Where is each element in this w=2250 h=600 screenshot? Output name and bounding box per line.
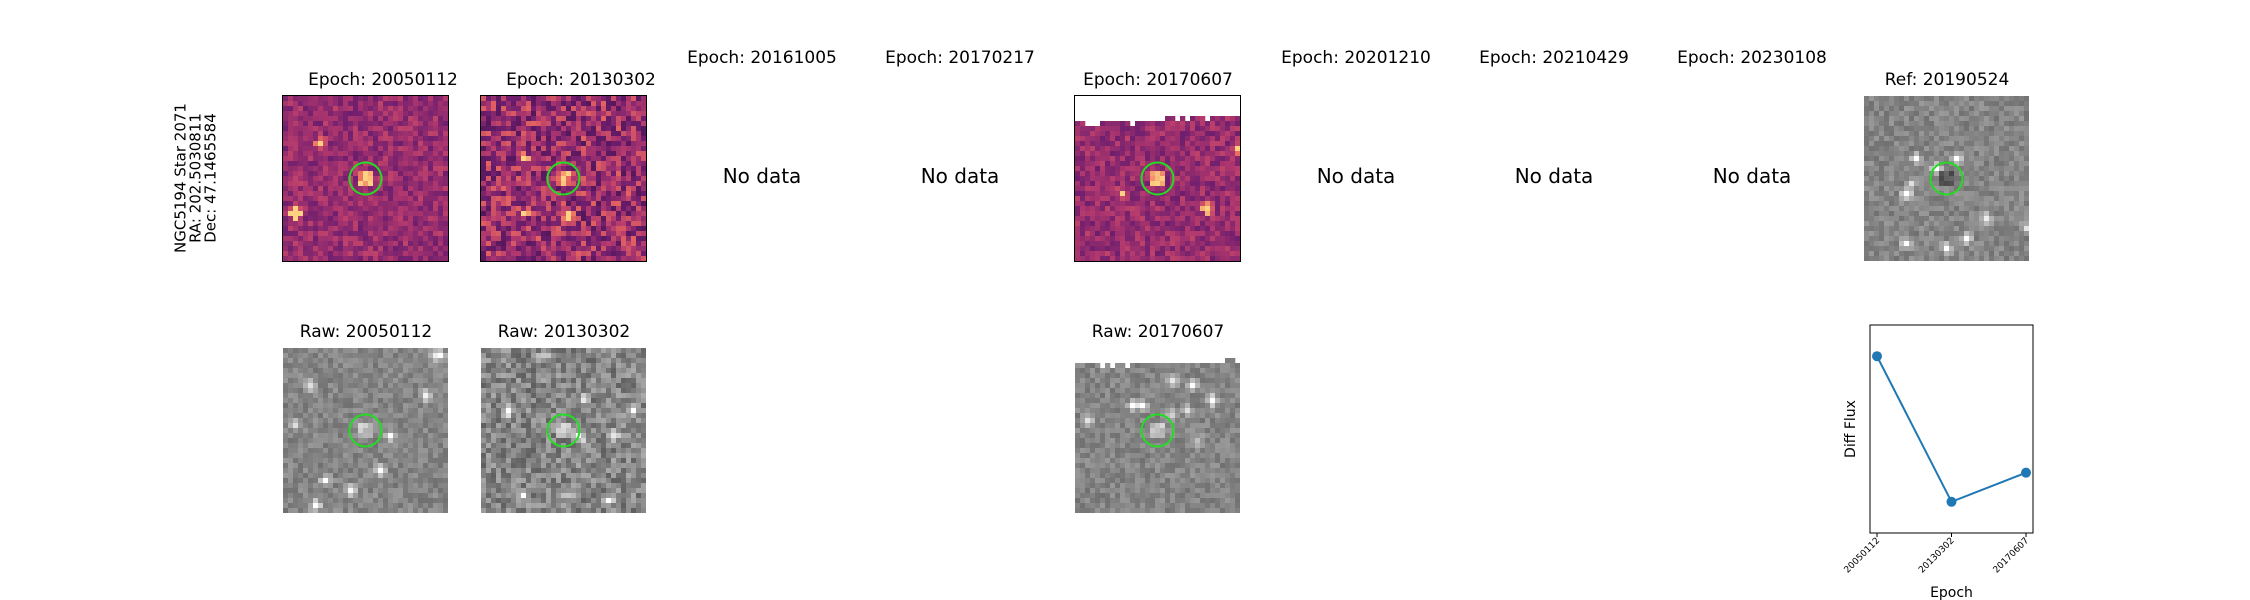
x-tick-label: 20050112 [1843,536,1882,575]
diff-image-panel [282,95,449,262]
target-dec: Dec: 47.1465584 [201,113,220,243]
diff-image [1075,116,1240,261]
raw-image [481,348,646,513]
no-data-label: No data [1514,164,1594,188]
data-point [2021,467,2031,478]
diff-image [481,96,646,261]
aperture-circle [1929,161,1964,196]
aperture-circle [546,161,581,196]
raw-image [283,348,448,513]
aperture-circle [348,161,383,196]
x-tick-label: 20130302 [1917,536,1956,575]
epoch-title: Epoch: 20210429 [1479,48,1629,68]
raw-title: Raw: 20130302 [497,322,631,342]
light-curve-svg: 20050112 20130302 20170607 Epoch Diff Flux [1843,324,2034,600]
epoch-title: Epoch: 20230108 [1677,48,1827,68]
diff-image-panel [1074,95,1241,262]
epoch-title: Epoch: 20170217 [885,48,1035,68]
reference-title: Ref: 20190524 [1884,70,2010,90]
no-data-label: No data [920,164,1000,188]
aperture-circle [1140,413,1175,448]
x-tick-label: 20170607 [1992,536,2031,575]
diff-image-panel [480,95,647,262]
epoch-title: Epoch: 20161005 [687,48,837,68]
reference-image [1864,96,2029,261]
aperture-circle [348,413,383,448]
no-data-label: No data [1316,164,1396,188]
epoch-title: Epoch: 20201210 [1281,48,1431,68]
raw-title: Raw: 20170607 [1091,322,1225,342]
x-axis-label: Epoch [1930,585,1973,600]
series-line [1876,355,2027,504]
light-curve-chart: 20050112 20130302 20170607 Epoch Diff Flux [1830,318,2170,600]
raw-image-panel [481,348,646,513]
y-axis-label: Diff Flux [1843,400,1859,458]
raw-image-panel [283,348,448,513]
raw-title: Raw: 20050112 [299,322,433,342]
raw-image [1075,358,1240,513]
epoch-title: Epoch: 20170607 [1083,70,1233,90]
reference-image-panel [1864,96,2029,261]
aperture-circle [1140,161,1175,196]
aperture-circle [546,413,581,448]
no-data-label: No data [1712,164,1792,188]
epoch-title: Epoch: 20050112 [308,70,458,90]
data-point [1872,351,1882,362]
no-data-label: No data [722,164,802,188]
data-point [1946,496,1957,507]
raw-image-panel [1075,348,1240,513]
diff-image [283,96,448,261]
epoch-title: Epoch: 20130302 [506,70,656,90]
target-label: NGC5194 Star 2071 RA: 202.5030811 Dec: 4… [172,73,220,283]
